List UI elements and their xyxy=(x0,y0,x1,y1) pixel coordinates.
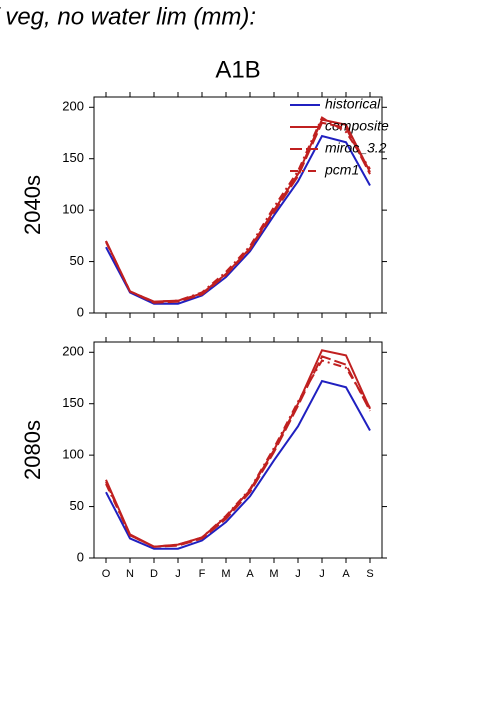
y-tick-label: 0 xyxy=(77,304,84,319)
x-tick-label: O xyxy=(102,568,111,580)
series-line xyxy=(105,116,371,303)
plot-frame xyxy=(93,341,383,559)
y-tick-label: 0 xyxy=(77,549,84,564)
plot-frame xyxy=(93,96,383,314)
x-tick-label: J xyxy=(319,568,325,580)
x-tick-label: M xyxy=(269,568,278,580)
x-tick-label: M xyxy=(221,568,230,580)
x-tick-label: A xyxy=(342,568,350,580)
series-line xyxy=(105,355,371,548)
series-line xyxy=(105,134,371,305)
x-tick-label: N xyxy=(126,568,134,580)
legend-label: historical xyxy=(325,96,381,112)
y-tick-label: 100 xyxy=(62,202,84,217)
x-tick-label: S xyxy=(366,568,373,580)
y-tick-label: 150 xyxy=(62,395,84,410)
y-tick-label: 200 xyxy=(62,99,84,114)
y-axis-label: 2080s xyxy=(20,420,45,480)
y-tick-label: 50 xyxy=(70,498,84,513)
series-line xyxy=(105,359,371,548)
series-line xyxy=(105,349,371,548)
legend-label: pcm1 xyxy=(324,162,359,178)
y-tick-label: 100 xyxy=(62,447,84,462)
x-tick-label: J xyxy=(295,568,301,580)
y-tick-label: 200 xyxy=(62,344,84,359)
series-line xyxy=(105,379,371,550)
x-tick-label: A xyxy=(246,568,254,580)
page-title: f veg, no water lim (mm): xyxy=(0,3,256,30)
y-tick-label: 50 xyxy=(70,253,84,268)
series-line xyxy=(105,121,371,304)
y-tick-label: 150 xyxy=(62,150,84,165)
x-tick-label: F xyxy=(199,568,206,580)
panel-title: A1B xyxy=(215,56,260,83)
y-axis-label: 2040s xyxy=(20,175,45,235)
x-tick-label: J xyxy=(175,568,181,580)
x-tick-label: D xyxy=(150,568,158,580)
